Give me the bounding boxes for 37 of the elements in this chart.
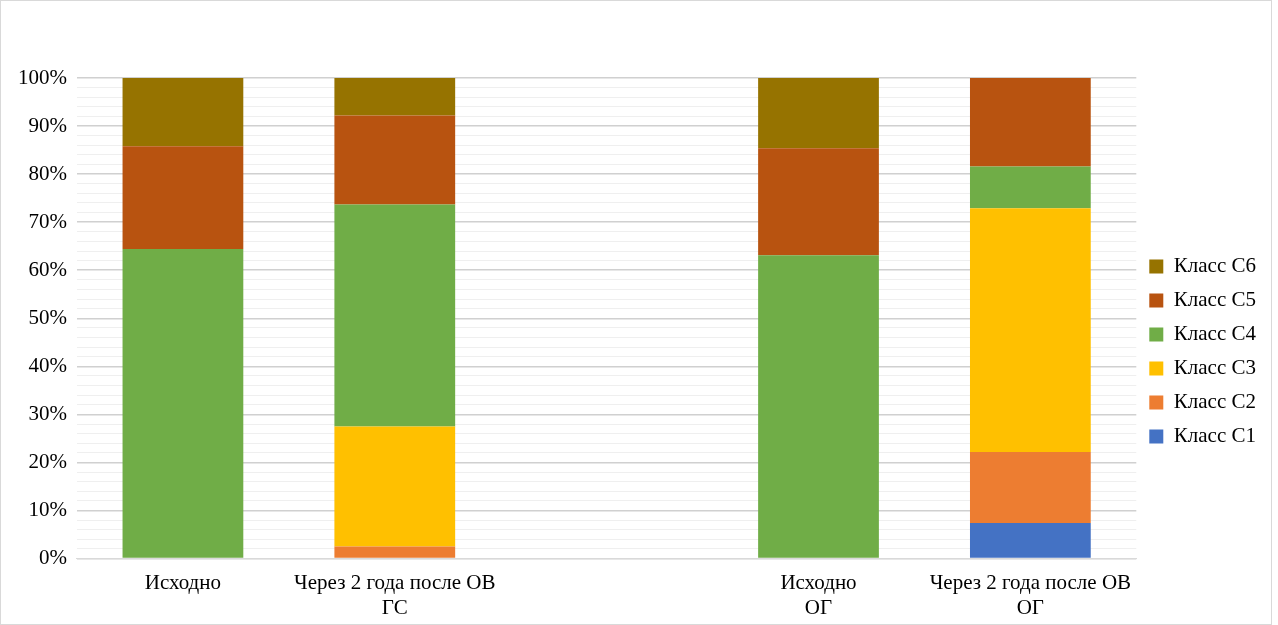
y-tick-label: 10% <box>28 497 67 522</box>
bar <box>758 78 879 149</box>
bar <box>334 78 456 116</box>
bar <box>334 115 456 205</box>
x-tick-label: Исходно <box>144 569 222 594</box>
bar <box>969 451 1091 524</box>
bar <box>969 166 1091 209</box>
bar <box>122 78 244 147</box>
bar <box>969 78 1091 167</box>
y-tick-label: 60% <box>28 256 67 281</box>
legend-label: Класс С1 <box>1173 423 1257 448</box>
legend-label: Класс С5 <box>1173 287 1257 312</box>
y-tick-label: 90% <box>28 112 67 137</box>
bar <box>969 523 1091 558</box>
y-tick-label: 30% <box>28 400 67 425</box>
legend-label: Класс С6 <box>1173 253 1257 278</box>
bar <box>334 204 456 427</box>
bar <box>122 146 244 250</box>
y-tick-label: 50% <box>28 304 67 329</box>
y-tick-label: 80% <box>28 160 67 185</box>
legend-label: Класс С3 <box>1173 355 1257 380</box>
bar <box>758 148 879 256</box>
bar <box>122 249 244 558</box>
y-tick-label: 20% <box>28 449 67 473</box>
x-tick-label: Исходно ОГ <box>780 569 857 619</box>
y-tick-label: 0% <box>38 545 67 570</box>
x-tick-label: Через 2 года после ОВ ОГ <box>929 569 1132 619</box>
x-tick-label: Через 2 года после ОВ ГС <box>294 569 496 619</box>
legend-label: Класс С4 <box>1173 321 1257 346</box>
y-tick-label: 40% <box>28 352 67 377</box>
bar <box>334 546 456 558</box>
y-tick-label: 100% <box>17 64 67 89</box>
bar <box>969 208 1091 452</box>
bar <box>758 255 879 558</box>
y-tick-label: 70% <box>28 208 67 233</box>
bar <box>334 426 456 547</box>
legend-label: Класс С2 <box>1173 389 1257 414</box>
